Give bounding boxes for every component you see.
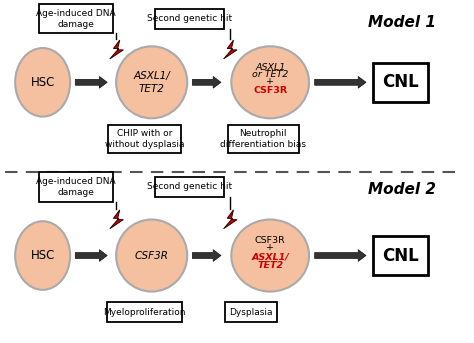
Polygon shape bbox=[224, 40, 237, 59]
Text: TET2: TET2 bbox=[257, 261, 283, 270]
Polygon shape bbox=[110, 210, 123, 229]
Text: Neutrophil
differentiation bias: Neutrophil differentiation bias bbox=[220, 129, 306, 149]
Text: Dysplasia: Dysplasia bbox=[229, 308, 273, 317]
Polygon shape bbox=[224, 210, 237, 229]
Text: HSC: HSC bbox=[30, 76, 55, 89]
Text: CNL: CNL bbox=[382, 73, 419, 91]
Text: CHIP with or
without dysplasia: CHIP with or without dysplasia bbox=[105, 129, 184, 149]
Text: Age-induced DNA
damage: Age-induced DNA damage bbox=[36, 177, 116, 197]
Text: or TET2: or TET2 bbox=[252, 70, 288, 79]
Polygon shape bbox=[110, 40, 123, 59]
FancyBboxPatch shape bbox=[39, 172, 112, 201]
Text: CNL: CNL bbox=[382, 247, 419, 264]
Text: HSC: HSC bbox=[30, 249, 55, 262]
FancyBboxPatch shape bbox=[228, 125, 299, 153]
Text: ASXL1/: ASXL1/ bbox=[251, 253, 289, 262]
Text: +: + bbox=[266, 244, 274, 252]
FancyBboxPatch shape bbox=[107, 302, 182, 322]
FancyBboxPatch shape bbox=[225, 302, 277, 322]
Text: Myeloproliferation: Myeloproliferation bbox=[103, 308, 186, 317]
Ellipse shape bbox=[116, 46, 187, 118]
Ellipse shape bbox=[15, 48, 70, 117]
FancyBboxPatch shape bbox=[108, 125, 181, 153]
Ellipse shape bbox=[231, 220, 309, 292]
FancyBboxPatch shape bbox=[373, 236, 428, 275]
Ellipse shape bbox=[231, 46, 309, 118]
Text: CSF3R: CSF3R bbox=[253, 86, 287, 95]
Text: ASXL1/
TET2: ASXL1/ TET2 bbox=[133, 71, 170, 94]
Text: ASXL1: ASXL1 bbox=[255, 63, 285, 72]
Text: Second genetic hit: Second genetic hit bbox=[147, 14, 232, 23]
FancyBboxPatch shape bbox=[373, 63, 428, 102]
Text: Age-induced DNA
damage: Age-induced DNA damage bbox=[36, 9, 116, 29]
Ellipse shape bbox=[116, 220, 187, 292]
Text: Second genetic hit: Second genetic hit bbox=[147, 182, 232, 191]
Text: +: + bbox=[266, 78, 274, 86]
FancyBboxPatch shape bbox=[155, 177, 224, 197]
Text: CSF3R: CSF3R bbox=[255, 236, 285, 245]
FancyBboxPatch shape bbox=[39, 4, 112, 34]
Text: CSF3R: CSF3R bbox=[135, 250, 169, 261]
FancyBboxPatch shape bbox=[155, 9, 224, 29]
Text: Model 2: Model 2 bbox=[368, 182, 436, 197]
Ellipse shape bbox=[15, 221, 70, 290]
Text: Model 1: Model 1 bbox=[368, 15, 436, 31]
